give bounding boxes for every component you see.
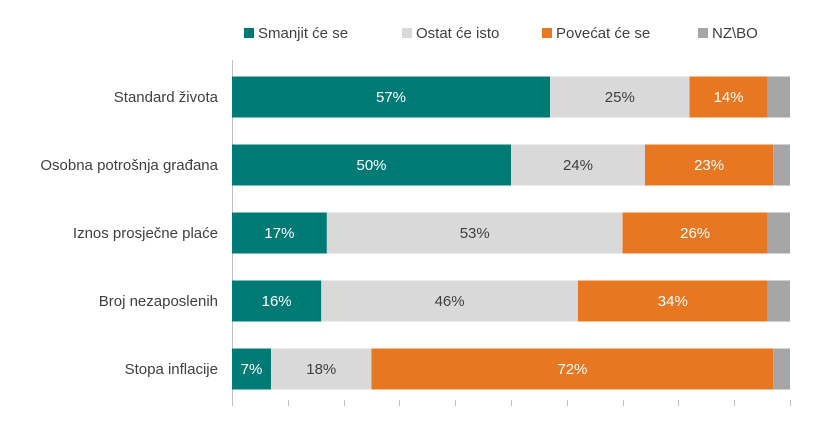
bar-segment-ostat-ce-isto xyxy=(511,144,645,186)
bar-row-stopa-inflacije: 7% 18% 72% xyxy=(232,348,790,390)
category-label: Iznos prosječne plaće xyxy=(73,225,218,242)
data-label: 34% xyxy=(658,293,688,310)
bar-segment-povecat-ce-se xyxy=(371,348,774,390)
bar-row-osobna-potrosnja-gra-ana: 50% 24% 23% xyxy=(232,144,790,186)
legend-label: Povećat će se xyxy=(556,25,650,42)
legend-label: Ostat će isto xyxy=(416,25,499,42)
bar-segment-nz-bo xyxy=(767,280,790,322)
bar-segment-nz-bo xyxy=(767,76,790,118)
data-label: 46% xyxy=(435,293,465,310)
legend-swatch xyxy=(698,28,708,38)
bar-segment-ostat-ce-isto xyxy=(321,280,578,322)
bar-segment-nz-bo xyxy=(773,144,790,186)
bar-segment-povecat-ce-se xyxy=(577,280,768,322)
bar-segment-ostat-ce-isto xyxy=(271,348,372,390)
legend-item-povecat-ce-se: Povećat će se xyxy=(542,25,650,42)
legend-swatch xyxy=(402,28,412,38)
legend-label: Smanjit će se xyxy=(258,25,348,42)
category-labels: Standard života Osobna potrošnja građana I… xyxy=(40,89,218,378)
data-label: 53% xyxy=(460,225,490,242)
legend-item-smanjit-ce-se: Smanjit će se xyxy=(244,25,348,42)
data-label: 72% xyxy=(557,361,587,378)
bar-segment-ostat-ce-isto xyxy=(326,212,623,254)
data-label: 18% xyxy=(306,361,336,378)
legend-item-ostat-ce-isto: Ostat će isto xyxy=(402,25,499,42)
data-label: 24% xyxy=(563,157,593,174)
data-label: 7% xyxy=(241,361,263,378)
data-label: 57% xyxy=(376,89,406,106)
bar-row-standard-zivota: 57% 25% 14% xyxy=(232,76,790,118)
data-label: 17% xyxy=(264,225,294,242)
data-label: 16% xyxy=(262,293,292,310)
category-label: Standard života xyxy=(114,89,219,106)
bar-segment-nz-bo xyxy=(773,348,790,390)
bar-segment-povecat-ce-se xyxy=(622,212,768,254)
data-label: 23% xyxy=(694,157,724,174)
data-label: 50% xyxy=(356,157,386,174)
plot-area: 57% 25% 14% 50% 24% 23% 17% 53% 26% 16% 46% 34% 7% 18… xyxy=(232,76,790,390)
data-label: 14% xyxy=(714,89,744,106)
category-label: Osobna potrošnja građana xyxy=(40,157,218,174)
bar-segment-nz-bo xyxy=(767,212,790,254)
bar-segment-smanjit-ce-se xyxy=(232,212,327,254)
category-label: Broj nezaposlenih xyxy=(99,293,218,310)
bar-row-broj-nezaposlenih: 16% 46% 34% xyxy=(232,280,790,322)
bar-segment-smanjit-ce-se xyxy=(232,280,322,322)
legend-label: NZ\BO xyxy=(712,25,758,42)
chart-legend: Smanjit će se Ostat će isto Povećat će se N… xyxy=(244,25,758,42)
data-label: 25% xyxy=(605,89,635,106)
bar-segment-ostat-ce-isto xyxy=(550,76,690,118)
legend-swatch xyxy=(542,28,552,38)
legend-swatch xyxy=(244,28,254,38)
bar-segment-smanjit-ce-se xyxy=(232,144,511,186)
legend-item-nz-bo: NZ\BO xyxy=(698,25,758,42)
data-label: 26% xyxy=(680,225,710,242)
bar-segment-povecat-ce-se xyxy=(644,144,774,186)
bar-segment-smanjit-ce-se xyxy=(232,348,272,390)
bar-segment-povecat-ce-se xyxy=(689,76,768,118)
bar-row-iznos-prosjecne-place: 17% 53% 26% xyxy=(232,212,790,254)
category-label: Stopa inflacije xyxy=(125,361,218,378)
bar-segment-smanjit-ce-se xyxy=(232,76,551,118)
